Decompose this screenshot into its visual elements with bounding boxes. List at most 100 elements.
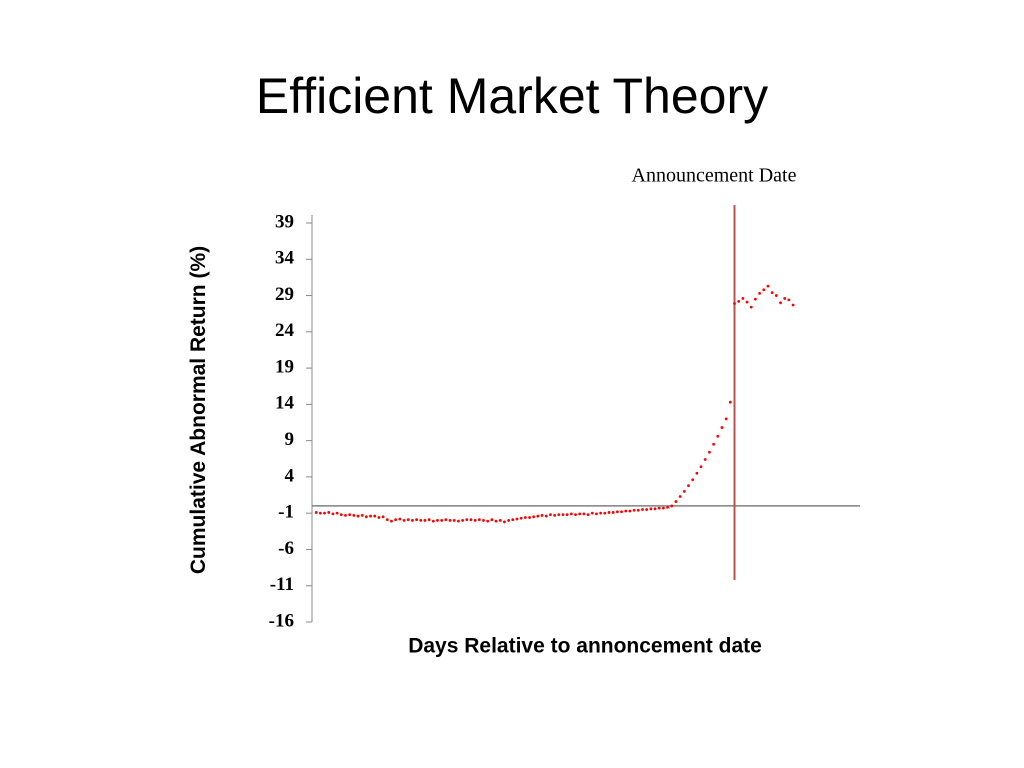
- point: [745, 300, 749, 304]
- point: [452, 519, 456, 522]
- point: [352, 513, 356, 517]
- point: [708, 450, 711, 454]
- point: [645, 508, 649, 511]
- y-tick-label: 19: [275, 356, 294, 377]
- point: [381, 515, 385, 519]
- point: [728, 400, 732, 404]
- point: [461, 519, 464, 522]
- y-tick-label: 4: [285, 465, 295, 486]
- point: [335, 511, 339, 515]
- point: [410, 519, 414, 522]
- point: [394, 518, 398, 522]
- point: [733, 302, 736, 305]
- point: [758, 291, 762, 295]
- point: [687, 484, 690, 488]
- point: [574, 513, 577, 517]
- point: [762, 288, 766, 292]
- point: [356, 514, 360, 518]
- point: [344, 513, 347, 517]
- point: [712, 442, 715, 446]
- point: [369, 514, 372, 518]
- point: [528, 516, 531, 519]
- point: [565, 513, 569, 517]
- point: [691, 478, 695, 482]
- point: [641, 508, 644, 511]
- point: [423, 519, 427, 522]
- point: [419, 519, 423, 522]
- point: [569, 512, 573, 516]
- point: [766, 284, 770, 288]
- point: [348, 513, 352, 517]
- y-tick-label: -11: [270, 574, 294, 595]
- point: [628, 509, 632, 513]
- point: [465, 518, 469, 522]
- point: [540, 513, 544, 517]
- point: [469, 518, 473, 522]
- point: [791, 303, 795, 307]
- point: [398, 517, 402, 521]
- point: [716, 434, 720, 438]
- point: [364, 515, 368, 519]
- point: [595, 512, 598, 516]
- point: [440, 519, 444, 522]
- point: [590, 511, 594, 515]
- point: [314, 511, 318, 514]
- point: [498, 519, 502, 522]
- point: [444, 518, 448, 522]
- point: [578, 512, 582, 516]
- point: [377, 516, 381, 519]
- point: [473, 519, 477, 522]
- point: [657, 506, 661, 510]
- point: [699, 465, 703, 469]
- y-tick-label: 39: [275, 211, 294, 232]
- y-tick-label: 14: [275, 393, 295, 414]
- point: [787, 298, 791, 302]
- point: [482, 519, 485, 522]
- point: [553, 513, 557, 517]
- point: [703, 458, 707, 461]
- point: [561, 513, 565, 517]
- point: [754, 297, 757, 301]
- point: [607, 511, 611, 514]
- y-tick-label: -6: [278, 538, 294, 559]
- point: [373, 514, 377, 518]
- point: [783, 297, 787, 300]
- point: [586, 513, 590, 517]
- point: [611, 511, 615, 514]
- point: [749, 305, 753, 309]
- point: [549, 513, 552, 517]
- y-tick-label: 9: [285, 429, 295, 450]
- point: [532, 515, 536, 519]
- point: [323, 511, 326, 515]
- point: [415, 518, 418, 522]
- point: [599, 511, 603, 515]
- point: [507, 519, 511, 522]
- point: [494, 519, 498, 523]
- chart-title: Efficient Market Theory: [256, 68, 768, 124]
- y-axis-title: Cumulative Abnormal Return (%): [187, 245, 210, 575]
- point: [477, 518, 481, 522]
- point: [678, 495, 682, 498]
- point: [402, 519, 406, 522]
- point: [503, 520, 506, 524]
- point: [331, 512, 335, 516]
- point: [327, 511, 331, 514]
- point: [519, 516, 523, 520]
- point: [448, 519, 452, 522]
- point: [427, 518, 431, 522]
- point: [515, 517, 519, 521]
- point: [620, 510, 623, 514]
- announcement-label: Announcement Date: [632, 165, 797, 187]
- point: [661, 506, 665, 510]
- point: [360, 513, 364, 517]
- point: [695, 471, 699, 475]
- point: [615, 510, 619, 514]
- y-tick-label: -1: [278, 502, 294, 523]
- point: [649, 507, 653, 511]
- point: [490, 518, 494, 522]
- point: [666, 505, 669, 509]
- point: [720, 426, 724, 429]
- point: [636, 508, 640, 512]
